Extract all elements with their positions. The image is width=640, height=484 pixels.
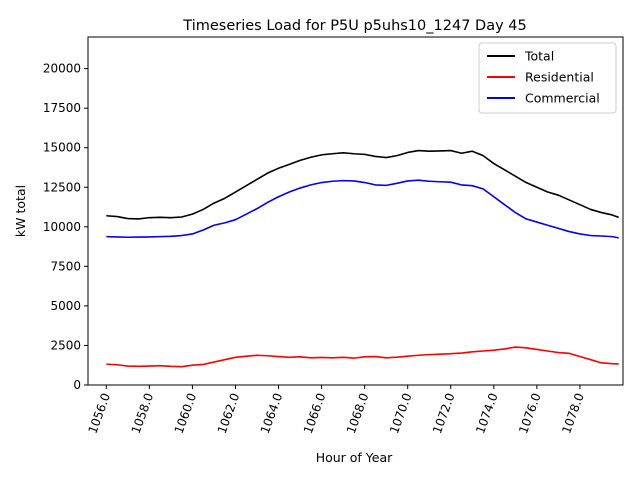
series-line-commercial	[106, 179, 619, 239]
legend-entry-residential: Residential	[525, 70, 594, 85]
y-tick-label: 7500	[50, 259, 81, 273]
legend-box	[478, 42, 617, 114]
series-line-total	[106, 149, 619, 220]
chart-title: Timeseries Load for P5U p5uhs10_1247 Day…	[182, 18, 526, 34]
y-tick-label: 2500	[50, 338, 81, 352]
y-tick-label: 17500	[43, 101, 81, 115]
y-tick-label: 10000	[43, 220, 81, 234]
y-tick-label: 20000	[43, 62, 81, 76]
y-tick-label: 0	[73, 378, 81, 392]
y-axis-label: kW total	[13, 185, 28, 237]
series-layer	[106, 149, 619, 368]
y-tick-label: 15000	[43, 141, 81, 155]
legend-entry-commercial: Commercial	[525, 91, 600, 106]
x-axis-label: Hour of Year	[316, 450, 393, 465]
y-tick-label: 5000	[50, 299, 81, 313]
axes-frame	[87, 36, 624, 386]
legend-entry-total: Total	[524, 49, 554, 64]
series-line-residential	[106, 346, 619, 368]
y-tick-label: 12500	[43, 180, 81, 194]
legend: Total Residential Commercial	[478, 42, 617, 114]
